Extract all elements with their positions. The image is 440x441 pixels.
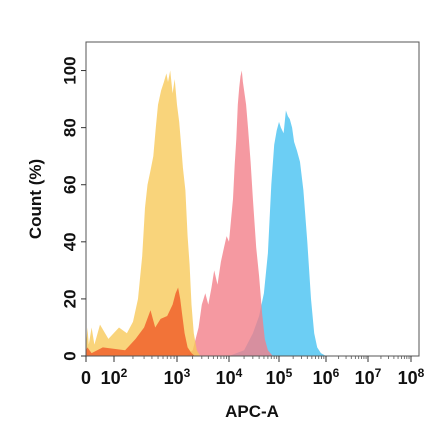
x-tick-label: 104 bbox=[216, 366, 243, 388]
y-tick-label: 80 bbox=[61, 118, 80, 137]
y-tick-label: 20 bbox=[61, 289, 80, 308]
histogram-series-3 bbox=[86, 287, 195, 356]
x-tick-label: 105 bbox=[266, 366, 293, 388]
x-tick-label: 106 bbox=[313, 366, 340, 388]
histogram-series-layer bbox=[86, 70, 326, 356]
y-axis-title: Count (%) bbox=[26, 159, 45, 239]
histogram-series-1 bbox=[186, 70, 273, 356]
y-tick-label: 0 bbox=[61, 351, 80, 360]
y-tick-label: 100 bbox=[61, 56, 80, 84]
x-axis: 0 102 103 104 105 106 107 108 bbox=[81, 356, 425, 388]
x-axis-title: APC-A bbox=[225, 402, 279, 421]
histogram-series-0 bbox=[229, 110, 326, 356]
y-tick-label: 60 bbox=[61, 175, 80, 194]
y-tick-label: 40 bbox=[61, 232, 80, 251]
x-tick-label: 103 bbox=[164, 366, 191, 388]
x-tick-label: 107 bbox=[355, 366, 382, 388]
x-tick-label: 0 bbox=[81, 368, 91, 388]
y-axis: 0 20 40 60 80 100 bbox=[61, 56, 86, 361]
histogram-series-2 bbox=[86, 70, 201, 356]
x-tick-label: 108 bbox=[398, 366, 425, 388]
x-tick-label: 102 bbox=[101, 366, 128, 388]
